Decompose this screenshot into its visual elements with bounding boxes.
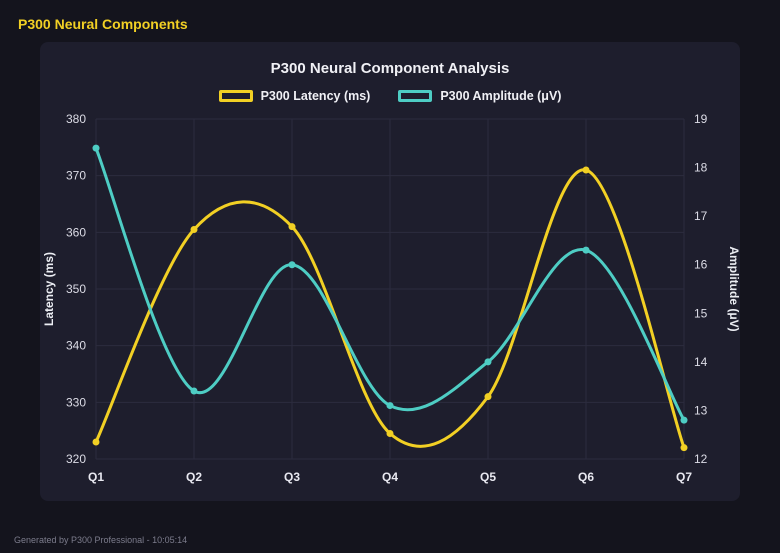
legend-swatch: [398, 90, 433, 102]
y-tick-label-right: 16: [694, 258, 708, 272]
data-point: [190, 226, 198, 233]
data-point: [386, 402, 394, 410]
x-tick-label: Q3: [284, 470, 300, 484]
chart-legend: P300 Latency (ms) P300 Amplitude (μV): [218, 89, 561, 103]
x-tick-label: Q5: [480, 470, 496, 484]
y-tick-label-left: 320: [66, 452, 86, 466]
legend-item-0[interactable]: P300 Latency (ms): [218, 89, 371, 103]
data-point: [680, 416, 688, 424]
data-point: [190, 387, 198, 395]
y-tick-label-right: 19: [694, 112, 708, 126]
footer-status: Generated by P300 Professional - 10:05:1…: [14, 535, 188, 545]
y-tick-label-right: 13: [694, 403, 708, 417]
right-axis-title: Amplitude (μV): [727, 246, 741, 331]
x-tick-label: Q1: [88, 470, 104, 484]
data-point: [386, 430, 394, 437]
y-tick-label-right: 14: [694, 355, 708, 369]
data-point: [484, 358, 492, 366]
y-tick-label-left: 350: [66, 282, 86, 296]
legend-item-1[interactable]: P300 Amplitude (μV): [398, 89, 561, 103]
data-point: [92, 144, 100, 152]
data-point: [288, 223, 296, 231]
left-axis-title: Latency (ms): [42, 252, 56, 326]
data-point: [582, 166, 590, 174]
x-tick-label: Q4: [382, 470, 398, 484]
page-title: P300 Neural Components: [18, 16, 188, 32]
x-tick-label: Q6: [578, 470, 594, 484]
data-point: [288, 261, 296, 269]
legend-label: P300 Amplitude (μV): [440, 89, 562, 103]
chart-panel: P300 Neural Component Analysis P300 Late…: [40, 42, 741, 501]
data-point: [582, 246, 590, 254]
line-chart: 320 330 340 350 360 370 380 12 13 14 15 16 17 18 19 Q1 Q…: [42, 112, 741, 484]
y-tick-label-right: 18: [694, 161, 708, 175]
legend-label: P300 Latency (ms): [260, 89, 371, 103]
y-tick-label-right: 17: [694, 209, 708, 223]
data-point: [484, 393, 492, 401]
x-tick-label: Q7: [676, 470, 692, 484]
data-point: [92, 438, 100, 446]
y-tick-label-left: 330: [66, 395, 86, 409]
legend-swatch: [218, 90, 253, 102]
y-tick-label-left: 340: [66, 339, 86, 353]
y-tick-label-left: 380: [66, 112, 86, 126]
y-tick-label-left: 370: [66, 169, 86, 183]
x-tick-label: Q2: [186, 470, 202, 484]
y-tick-label-right: 15: [694, 306, 708, 320]
data-point: [680, 444, 688, 452]
y-tick-label-right: 12: [694, 452, 708, 466]
chart-title: P300 Neural Component Analysis: [270, 60, 510, 77]
y-tick-label-left: 360: [66, 225, 86, 239]
